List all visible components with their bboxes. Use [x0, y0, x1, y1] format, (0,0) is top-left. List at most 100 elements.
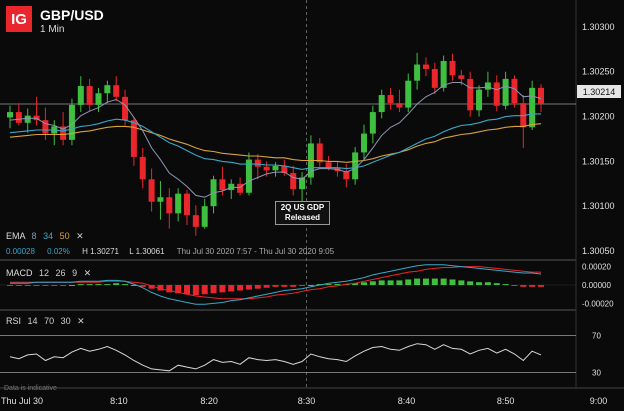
- rsi-param-30: 30: [60, 316, 71, 326]
- macd-histogram-bar: [237, 285, 244, 291]
- macd-histogram-bar: [184, 285, 190, 295]
- macd-histogram-bar: [104, 284, 111, 286]
- macd-histogram-bar: [60, 285, 67, 286]
- candle-body: [113, 85, 120, 97]
- rsi-tick-label: 70: [592, 331, 601, 340]
- macd-histogram-bar: [219, 285, 226, 293]
- macd-histogram-bar: [467, 281, 474, 285]
- candle-body: [361, 133, 367, 153]
- rsi-line: [9, 343, 542, 372]
- macd-label: MACD: [6, 268, 33, 278]
- event-annotation-line2: Released: [284, 213, 321, 222]
- x-axis-label: 8:50: [497, 396, 515, 406]
- candle-body: [476, 89, 483, 111]
- candle-body: [104, 85, 111, 94]
- price-tick-label: 1.30150: [582, 156, 615, 166]
- candle-body: [538, 87, 544, 104]
- candle-body: [201, 206, 208, 227]
- macd-histogram-bar: [387, 280, 394, 285]
- candle-body: [467, 78, 474, 111]
- macd-histogram-bar: [175, 285, 182, 294]
- macd-histogram-bar: [405, 279, 412, 285]
- macd-histogram-bar: [281, 285, 288, 287]
- macd-histogram-bar: [334, 284, 341, 286]
- ig-logo: IG: [6, 6, 32, 32]
- candle-body: [68, 104, 75, 140]
- candle-body: [352, 152, 359, 180]
- candle-body: [157, 197, 164, 202]
- macd-histogram-bar: [157, 285, 164, 291]
- candle-body: [77, 86, 84, 105]
- macd-tick-label: 0.00020: [582, 263, 611, 272]
- candle-body: [502, 78, 509, 106]
- candle-body: [42, 120, 49, 134]
- candle-body: [369, 112, 376, 134]
- candle-body: [192, 215, 199, 227]
- macd-histogram-bar: [254, 285, 261, 289]
- macd-histogram-bar: [414, 278, 421, 285]
- macd-histogram-bar: [529, 285, 536, 287]
- candle-body: [281, 165, 288, 174]
- macd-tick-label: -0.00020: [582, 299, 614, 308]
- candle-body: [529, 87, 536, 128]
- timeframe-label: 1 Min: [40, 24, 65, 35]
- macd-histogram-bar: [77, 284, 84, 286]
- candle-body: [458, 75, 465, 79]
- x-axis-label: 9:00: [590, 396, 608, 406]
- macd-histogram-bar: [520, 285, 527, 287]
- candle-body: [86, 86, 93, 105]
- macd-histogram-bar: [166, 285, 173, 293]
- current-price-badge: 1.30214: [577, 85, 621, 98]
- macd-histogram-bar: [378, 280, 385, 285]
- candle-body: [122, 96, 129, 121]
- macd-histogram-bar: [7, 285, 13, 286]
- macd-histogram-bar: [95, 284, 102, 286]
- candle-body: [237, 183, 244, 193]
- rsi-tick-label: 30: [592, 369, 601, 378]
- macd-histogram-bar: [51, 285, 58, 286]
- price-tick-label: 1.30050: [582, 246, 615, 256]
- rsi-close-icon[interactable]: ✕: [77, 316, 85, 326]
- candle-body: [272, 165, 279, 171]
- macd-histogram-bar: [440, 278, 447, 285]
- candle-body: [290, 173, 297, 190]
- candle-body: [299, 177, 306, 190]
- candle-body: [184, 193, 190, 216]
- macd-histogram-bar: [86, 284, 93, 286]
- macd-histogram-bar: [290, 285, 297, 287]
- candle-body: [7, 112, 13, 118]
- candle-body: [422, 64, 429, 70]
- event-annotation: 2Q US GDP Released: [275, 201, 330, 225]
- change-value: 0.00028: [6, 247, 35, 256]
- macd-param-12: 12: [39, 268, 50, 278]
- macd-close-icon[interactable]: ✕: [83, 268, 92, 278]
- candle-body: [493, 82, 500, 106]
- candle-body: [449, 60, 456, 76]
- candle-body: [440, 60, 447, 88]
- candle-body: [378, 95, 385, 113]
- macd-histogram-bar: [307, 285, 314, 286]
- macd-histogram-bar: [493, 283, 500, 285]
- ema-label: EMA: [6, 231, 26, 241]
- rsi-param-70: 70: [44, 316, 55, 326]
- price-tick-label: 1.30100: [582, 201, 615, 211]
- macd-param-9: 9: [72, 268, 78, 278]
- rsi-param-14: 14: [27, 316, 38, 326]
- ema-50-line: [9, 123, 542, 163]
- macd-histogram-bar: [42, 285, 49, 286]
- macd-histogram-bar: [538, 285, 544, 287]
- x-axis-label: Thu Jul 30: [1, 396, 43, 406]
- x-axis-label: 8:10: [110, 396, 128, 406]
- rsi-label: RSI: [6, 316, 22, 326]
- ema-close-icon[interactable]: ✕: [76, 231, 84, 241]
- macd-histogram-bar: [325, 284, 332, 286]
- macd-histogram-bar: [68, 285, 75, 286]
- candle-body: [166, 197, 173, 214]
- macd-tick-label: 0.00000: [582, 281, 611, 290]
- macd-histogram-bar: [272, 285, 279, 287]
- candle-body: [148, 179, 155, 202]
- macd-histogram-bar: [422, 278, 429, 285]
- macd-histogram-bar: [113, 283, 120, 285]
